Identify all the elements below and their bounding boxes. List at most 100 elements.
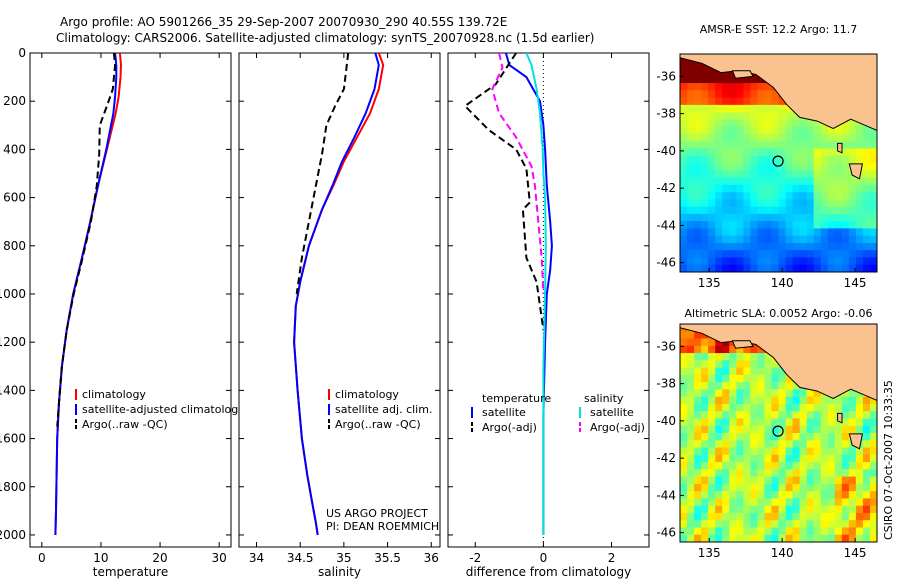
sst_map-cell: [687, 199, 695, 208]
sst_map-cell: [820, 184, 829, 193]
sla_map-cell: [708, 425, 716, 434]
sst_map-cell: [799, 133, 808, 142]
sst_map-cell: [729, 90, 737, 99]
sla_map-cell: [806, 512, 815, 521]
sst_map-cell: [729, 163, 737, 171]
sst_map-cell: [722, 170, 730, 179]
sla_map-cell: [715, 505, 723, 514]
sst_map-cell: [778, 112, 787, 120]
sla_map-cell: [736, 374, 744, 383]
sla_map-cell: [743, 353, 751, 361]
sla_map-cell: [771, 374, 780, 383]
sst_map-cell: [715, 119, 723, 128]
sst_map-cell: [813, 170, 822, 179]
sst_map-cell: [764, 257, 773, 266]
sst_map-cell: [715, 104, 723, 113]
sst_map-cell: [806, 148, 815, 157]
diff-legend-label: Argo(-adj): [482, 421, 537, 434]
sst_map-cell: [687, 206, 695, 215]
sla_map-ytick-label: -42: [656, 451, 676, 465]
sst_map-cell: [722, 90, 730, 99]
sla_map-cell: [736, 367, 744, 376]
sst_map-cell: [729, 192, 737, 200]
sla_map-cell: [771, 469, 780, 478]
sst_map-cell: [806, 228, 815, 237]
sla_map-cell: [743, 447, 751, 456]
sla_map-cell: [680, 520, 688, 529]
sst_map-cell: [848, 250, 857, 259]
salinity-series-line: [295, 52, 350, 295]
sla_map-cell: [757, 360, 766, 369]
sst_map-cell: [715, 257, 723, 266]
sla_map-cell: [862, 418, 871, 427]
sla_map-cell: [694, 433, 702, 441]
sla_map-cell: [757, 454, 766, 463]
sla_map-cell: [743, 505, 751, 514]
sst_map-cell: [841, 242, 850, 251]
sla_map-cell: [848, 505, 857, 514]
sla_map-cell: [841, 483, 850, 492]
sla_map-cell: [771, 425, 780, 434]
sst_map-cell: [729, 242, 737, 251]
sst_map-cell: [750, 184, 758, 193]
sst_map-cell: [792, 199, 801, 208]
diff-legend-heading: salinity: [584, 392, 624, 405]
sst_map-cell: [757, 133, 766, 142]
sst_map-cell: [806, 141, 815, 150]
sla_map-cell: [771, 520, 780, 529]
sst_map-cell: [771, 163, 780, 171]
sst_map-cell: [827, 155, 836, 164]
sla_map-cell: [785, 447, 794, 456]
sla_map-cell: [841, 396, 850, 405]
sla_map-cell: [862, 512, 871, 521]
sla_map-cell: [764, 498, 773, 507]
sla_map-cell: [722, 396, 730, 405]
sst_map-cell: [841, 257, 850, 266]
sla_map-cell: [834, 476, 843, 485]
sla_map-ytick-label: -38: [656, 377, 676, 391]
sst_map-cell: [708, 177, 716, 186]
salinity-xtick-label: 34: [249, 551, 264, 565]
sst_map-cell: [701, 264, 709, 272]
sst_map-cell: [806, 119, 815, 128]
sst_map-cell: [694, 75, 702, 84]
sla_map-cell: [694, 382, 702, 390]
sst_map-cell: [764, 184, 773, 193]
sla_map-cell: [869, 411, 877, 420]
sst_map-cell: [750, 163, 758, 171]
sla_map-cell: [708, 367, 716, 376]
sla_map-cell: [771, 462, 780, 470]
sla_map-cell: [680, 483, 688, 492]
sla_map-cell: [680, 476, 688, 485]
sla_map-cell: [827, 440, 836, 449]
sla_map-cell: [729, 447, 737, 456]
sla_map-cell: [729, 396, 737, 405]
sla_map-cell: [785, 498, 794, 507]
sst_map-cell: [743, 264, 751, 272]
sla_map-cell: [757, 353, 766, 361]
sla_map-cell: [722, 534, 730, 542]
sst_map-cell: [869, 155, 877, 164]
sst_map-cell: [764, 221, 773, 229]
sst_map-cell: [736, 177, 744, 186]
sst_map-cell: [701, 133, 709, 142]
sla_map-cell: [750, 512, 758, 521]
sla_map-cell: [855, 454, 864, 463]
sla_map-cell: [813, 534, 822, 542]
sla_map-cell: [855, 534, 864, 542]
sla_map-cell: [764, 469, 773, 478]
sst_map-cell: [743, 250, 751, 259]
sst_map-ytick-label: -42: [656, 181, 676, 195]
sst_map-cell: [813, 235, 822, 244]
sst_map-cell: [680, 170, 688, 179]
sla_map-cell: [785, 520, 794, 529]
sst_map-cell: [862, 206, 871, 215]
sla_map-cell: [687, 469, 695, 478]
sla_map-cell: [813, 505, 822, 514]
sst_map-cell: [757, 228, 766, 237]
sst_map-cell: [687, 184, 695, 193]
sst_map-ytick-label: -44: [656, 218, 676, 232]
sla_map-cell: [820, 469, 829, 478]
sla_map-cell: [799, 447, 808, 456]
sla_map-cell: [785, 396, 794, 405]
